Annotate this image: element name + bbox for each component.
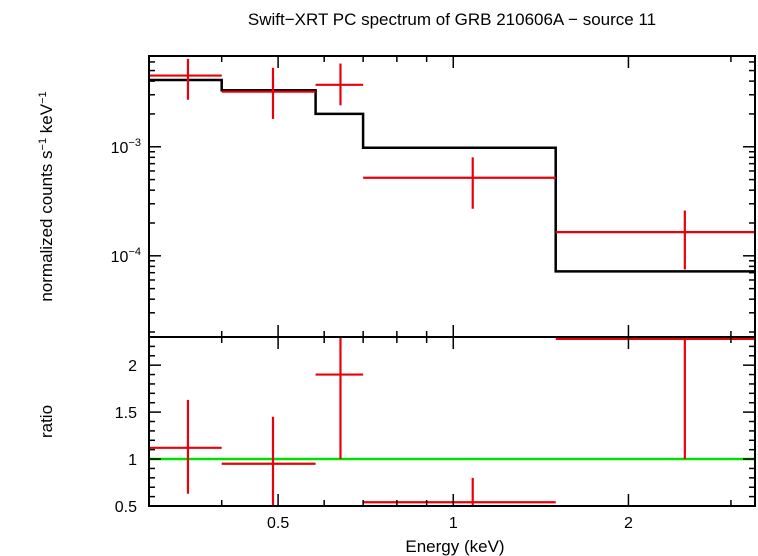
axes-layer <box>148 55 756 507</box>
spectrum-y-tick-label-1: 10−3 <box>111 137 141 157</box>
spectrum-y-axis-label: normalized counts s−1 keV−1 <box>37 91 56 301</box>
spectrum-data-point-5 <box>555 210 755 270</box>
x-axis-label: Energy (keV) <box>405 537 504 556</box>
ratio-y-axis-label: ratio <box>37 405 56 438</box>
ratio-y-tick-label-1: 0.5 <box>115 499 137 516</box>
x-tick-label-2: 1 <box>449 515 458 532</box>
chart-title: Swift−XRT PC spectrum of GRB 210606A − s… <box>248 10 656 29</box>
model-step-line <box>149 78 755 273</box>
spectrum-data-point-2 <box>221 67 316 119</box>
spectrum-data-point-1 <box>149 58 222 100</box>
ratio-data-point-1 <box>149 399 222 494</box>
ratio-data-point-2 <box>221 416 316 506</box>
ratio-data-point-5 <box>555 337 755 460</box>
spectrum-data-point-3 <box>315 63 364 106</box>
ratio-y-tick-label-4: 2 <box>128 358 137 375</box>
ratio-y-tick-label-3: 1.5 <box>115 405 137 422</box>
spectrum-frame <box>148 55 756 338</box>
ratio-y-tick-label-2: 1 <box>128 452 137 469</box>
ratio-frame <box>148 336 756 507</box>
plot-layer <box>149 58 755 506</box>
ratio-data-point-4 <box>363 477 556 506</box>
spectrum-y-tick-label-2: 10−4 <box>111 246 141 266</box>
x-tick-label-1: 0.5 <box>267 515 289 532</box>
ratio-data-point-3 <box>315 337 364 460</box>
x-tick-label-3: 2 <box>624 515 633 532</box>
text-layer: 10−3 10−4 normalized counts s−1 keV−1 0.5 1 1… <box>37 91 633 532</box>
spectrum-data-point-4 <box>363 157 556 209</box>
